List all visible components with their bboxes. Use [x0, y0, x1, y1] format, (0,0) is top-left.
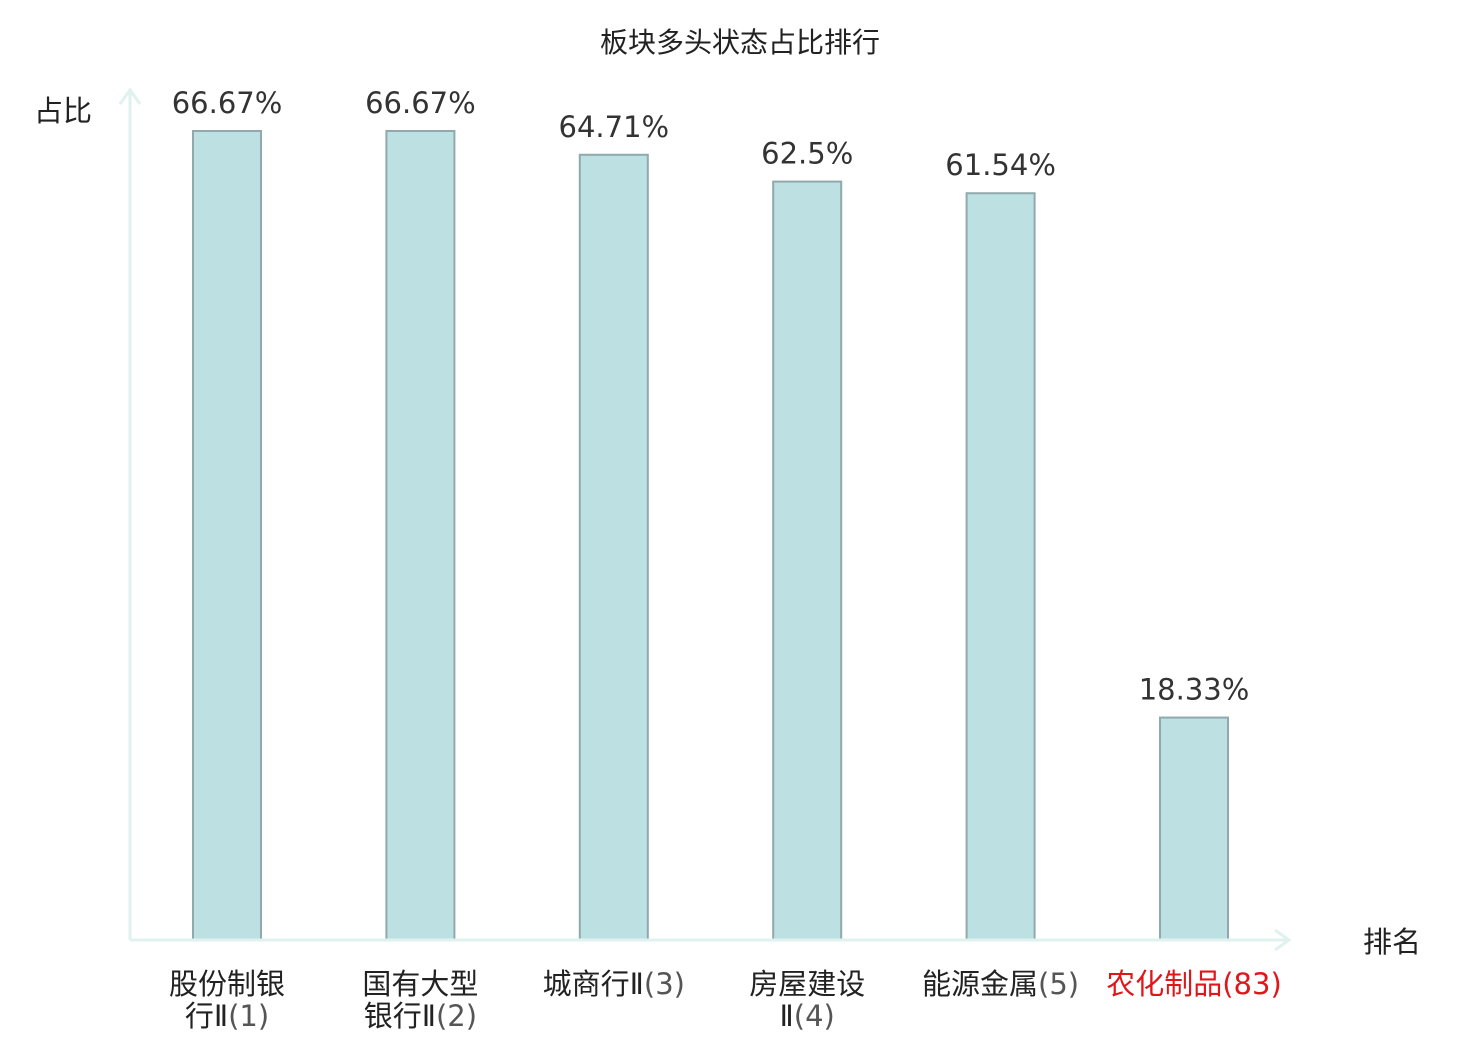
- bar-6: [1159, 716, 1229, 942]
- category-label-line2-2: 银行Ⅱ(2): [364, 999, 477, 1033]
- category-label-1: 股份制银: [169, 967, 285, 1001]
- x-axis-label: 排名: [1363, 925, 1421, 959]
- chart-title: 板块多头状态占比排行: [600, 26, 880, 59]
- y-axis-arrow: [118, 87, 142, 105]
- value-label-1: 66.67%: [172, 86, 283, 120]
- category-label-line2-4: Ⅱ(4): [780, 999, 835, 1033]
- category-label-2: 国有大型: [362, 967, 478, 1001]
- bar-5: [965, 192, 1036, 941]
- bar-4: [772, 180, 843, 942]
- value-label-4: 62.5%: [761, 137, 853, 171]
- category-label-5: 能源金属(5): [922, 967, 1079, 1001]
- value-label-2: 66.67%: [365, 86, 476, 120]
- value-label-5: 61.54%: [945, 148, 1056, 182]
- category-label-line2-1: 行Ⅱ(1): [185, 999, 269, 1033]
- category-label-3: 城商行Ⅱ(3): [543, 967, 685, 1001]
- bar-2: [385, 130, 456, 941]
- value-label-3: 64.71%: [559, 110, 670, 144]
- category-label-6: 农化制品(83): [1106, 967, 1282, 1001]
- bar-3: [578, 153, 649, 942]
- axes: [118, 87, 1292, 952]
- y-axis-label: 占比: [34, 94, 92, 128]
- value-label-6: 18.33%: [1139, 673, 1250, 707]
- x-axis-arrow: [1274, 928, 1292, 952]
- category-label-4: 房屋建设: [749, 967, 865, 1001]
- value-labels-layer: 66.67% 66.67% 64.71% 62.5% 61.54% 18.33%: [172, 86, 1250, 707]
- bars-layer: [192, 130, 1229, 942]
- bar-1: [192, 130, 262, 941]
